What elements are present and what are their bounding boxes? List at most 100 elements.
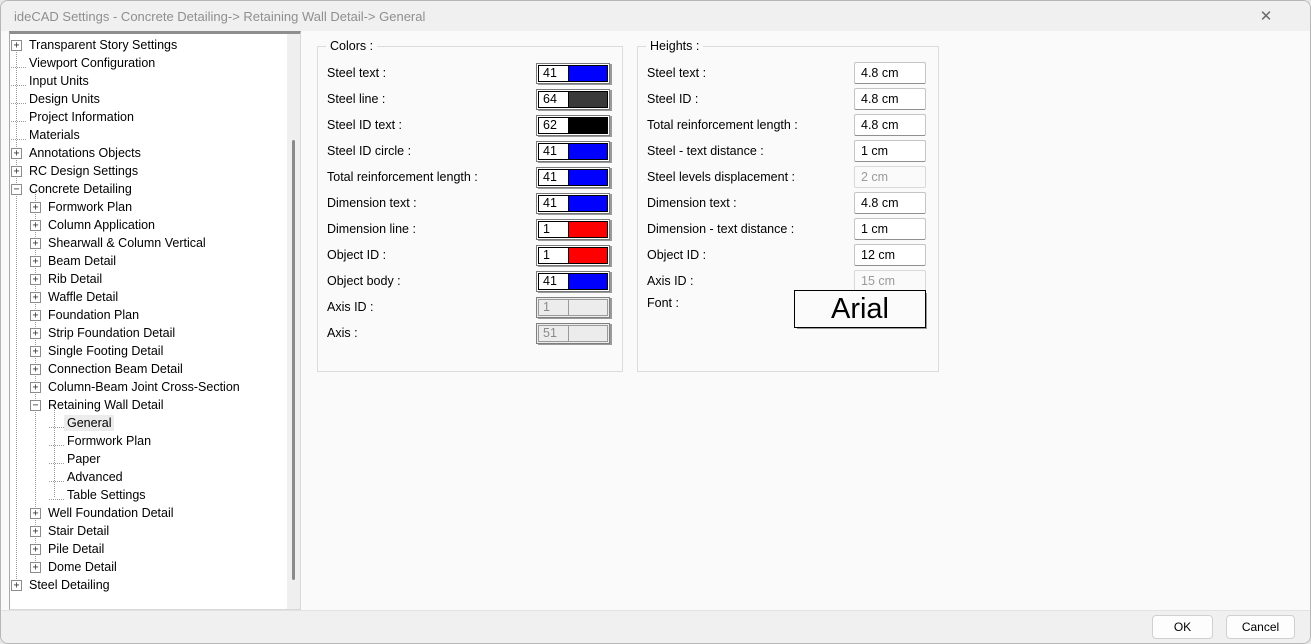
tree-item-label[interactable]: Table Settings bbox=[67, 488, 146, 502]
tree-item-label[interactable]: Design Units bbox=[29, 92, 100, 106]
tree-item[interactable]: + Column Application bbox=[10, 216, 300, 234]
tree-item-label[interactable]: Transparent Story Settings bbox=[29, 38, 178, 52]
height-value-input[interactable] bbox=[854, 218, 926, 240]
collapse-minus-icon[interactable]: − bbox=[11, 183, 22, 195]
tree-item[interactable]: − Retaining Wall Detail bbox=[10, 396, 300, 414]
tree-item[interactable]: Materials bbox=[10, 126, 300, 144]
tree-item[interactable]: + Column-Beam Joint Cross-Section bbox=[10, 378, 300, 396]
tree-item[interactable]: Viewport Configuration bbox=[10, 54, 300, 72]
tree-item-label[interactable]: Retaining Wall Detail bbox=[48, 398, 164, 412]
tree-item-label[interactable]: Advanced bbox=[67, 470, 123, 484]
expand-plus-icon[interactable]: + bbox=[30, 237, 41, 249]
tree-scrollbar-track[interactable] bbox=[287, 34, 300, 609]
color-picker-button[interactable]: 41 bbox=[536, 62, 610, 84]
color-picker-button[interactable]: 1 bbox=[536, 218, 610, 240]
expand-plus-icon[interactable]: + bbox=[30, 327, 41, 339]
cancel-button[interactable]: Cancel bbox=[1226, 615, 1295, 639]
tree-item[interactable]: + RC Design Settings bbox=[10, 162, 300, 180]
tree-item-label[interactable]: Strip Foundation Detail bbox=[48, 326, 176, 340]
height-value-input[interactable] bbox=[854, 244, 926, 266]
tree-item[interactable]: Design Units bbox=[10, 90, 300, 108]
tree-item-label[interactable]: Well Foundation Detail bbox=[48, 506, 174, 520]
expand-plus-icon[interactable]: + bbox=[30, 201, 41, 213]
tree-item[interactable]: Formwork Plan bbox=[10, 432, 300, 450]
tree-item[interactable]: + Transparent Story Settings bbox=[10, 36, 300, 54]
tree-item-label[interactable]: Single Footing Detail bbox=[48, 344, 164, 358]
tree-item-label[interactable]: Connection Beam Detail bbox=[48, 362, 183, 376]
tree-item[interactable]: + Shearwall & Column Vertical bbox=[10, 234, 300, 252]
expand-plus-icon[interactable]: + bbox=[30, 291, 41, 303]
font-picker-button[interactable]: Arial bbox=[794, 290, 926, 328]
tree-item[interactable]: General bbox=[10, 414, 300, 432]
tree-item[interactable]: + Pile Detail bbox=[10, 540, 300, 558]
height-value-input[interactable] bbox=[854, 114, 926, 136]
expand-plus-icon[interactable]: + bbox=[11, 579, 22, 591]
expand-plus-icon[interactable]: + bbox=[30, 525, 41, 537]
tree-item[interactable]: + Connection Beam Detail bbox=[10, 360, 300, 378]
tree-item-label[interactable]: Waffle Detail bbox=[48, 290, 119, 304]
tree-item[interactable]: + Dome Detail bbox=[10, 558, 300, 576]
tree-item-label[interactable]: Steel Detailing bbox=[29, 578, 110, 592]
expand-plus-icon[interactable]: + bbox=[30, 219, 41, 231]
tree-item-label[interactable]: Pile Detail bbox=[48, 542, 105, 556]
tree-item[interactable]: − Concrete Detailing bbox=[10, 180, 300, 198]
tree-item-label[interactable]: Beam Detail bbox=[48, 254, 117, 268]
tree-item[interactable]: + Formwork Plan bbox=[10, 198, 300, 216]
height-value-input[interactable] bbox=[854, 140, 926, 162]
color-picker-button[interactable]: 64 bbox=[536, 88, 610, 110]
tree-item-label[interactable]: Annotations Objects bbox=[29, 146, 141, 160]
expand-plus-icon[interactable]: + bbox=[30, 345, 41, 357]
tree-item-label[interactable]: Column Application bbox=[48, 218, 156, 232]
height-value-input[interactable] bbox=[854, 192, 926, 214]
tree-item-label[interactable]: Rib Detail bbox=[48, 272, 103, 286]
tree-item[interactable]: + Rib Detail bbox=[10, 270, 300, 288]
tree-item-label[interactable]: Column-Beam Joint Cross-Section bbox=[48, 380, 240, 394]
tree-item[interactable]: Paper bbox=[10, 450, 300, 468]
expand-plus-icon[interactable]: + bbox=[30, 309, 41, 321]
expand-plus-icon[interactable]: + bbox=[30, 255, 41, 267]
color-picker-button[interactable]: 41 bbox=[536, 166, 610, 188]
tree-item-label[interactable]: General bbox=[64, 415, 115, 431]
tree-item-label[interactable]: Concrete Detailing bbox=[29, 182, 132, 196]
tree-item[interactable]: + Strip Foundation Detail bbox=[10, 324, 300, 342]
tree-item[interactable]: Table Settings bbox=[10, 486, 300, 504]
tree-item[interactable]: Project Information bbox=[10, 108, 300, 126]
tree-item[interactable]: + Foundation Plan bbox=[10, 306, 300, 324]
color-picker-button[interactable]: 41 bbox=[536, 140, 610, 162]
tree-item-label[interactable]: Project Information bbox=[29, 110, 134, 124]
expand-plus-icon[interactable]: + bbox=[30, 363, 41, 375]
tree-item-label[interactable]: RC Design Settings bbox=[29, 164, 139, 178]
tree-item-label[interactable]: Foundation Plan bbox=[48, 308, 140, 322]
height-value-input[interactable] bbox=[854, 62, 926, 84]
tree-item-label[interactable]: Formwork Plan bbox=[67, 434, 152, 448]
expand-plus-icon[interactable]: + bbox=[30, 273, 41, 285]
color-picker-button[interactable]: 41 bbox=[536, 270, 610, 292]
tree-item-label[interactable]: Dome Detail bbox=[48, 560, 117, 574]
close-icon[interactable]: ✕ bbox=[1259, 8, 1273, 25]
color-picker-button[interactable]: 1 bbox=[536, 244, 610, 266]
tree-item[interactable]: + Well Foundation Detail bbox=[10, 504, 300, 522]
tree-item-label[interactable]: Paper bbox=[67, 452, 101, 466]
tree-item[interactable]: + Stair Detail bbox=[10, 522, 300, 540]
expand-plus-icon[interactable]: + bbox=[30, 381, 41, 393]
color-picker-button[interactable]: 62 bbox=[536, 114, 610, 136]
tree-item-label[interactable]: Input Units bbox=[29, 74, 89, 88]
color-picker-button[interactable]: 41 bbox=[536, 192, 610, 214]
tree-scrollbar-thumb[interactable] bbox=[292, 140, 295, 580]
expand-plus-icon[interactable]: + bbox=[30, 543, 41, 555]
expand-plus-icon[interactable]: + bbox=[30, 561, 41, 573]
tree-item-label[interactable]: Stair Detail bbox=[48, 524, 110, 538]
tree-item-label[interactable]: Shearwall & Column Vertical bbox=[48, 236, 206, 250]
expand-plus-icon[interactable]: + bbox=[11, 147, 22, 159]
tree-item[interactable]: + Annotations Objects bbox=[10, 144, 300, 162]
tree-item[interactable]: Advanced bbox=[10, 468, 300, 486]
tree-item-label[interactable]: Formwork Plan bbox=[48, 200, 133, 214]
expand-plus-icon[interactable]: + bbox=[30, 507, 41, 519]
expand-plus-icon[interactable]: + bbox=[11, 39, 22, 51]
collapse-minus-icon[interactable]: − bbox=[30, 399, 41, 411]
expand-plus-icon[interactable]: + bbox=[11, 165, 22, 177]
tree-item[interactable]: + Beam Detail bbox=[10, 252, 300, 270]
tree-item[interactable]: + Waffle Detail bbox=[10, 288, 300, 306]
tree-item[interactable]: + Single Footing Detail bbox=[10, 342, 300, 360]
ok-button[interactable]: OK bbox=[1152, 615, 1213, 639]
